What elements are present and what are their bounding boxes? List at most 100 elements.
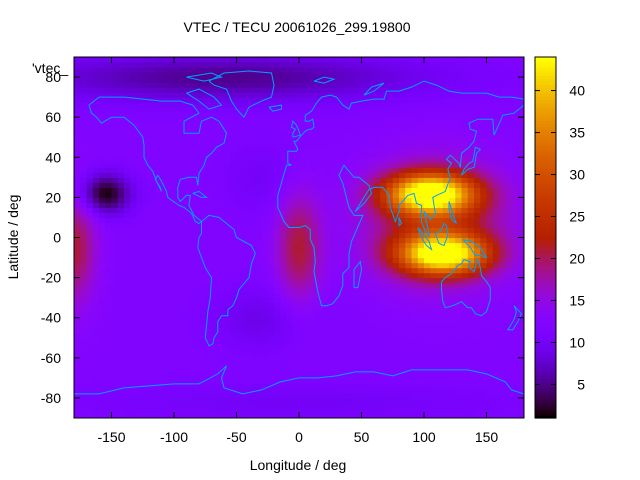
heatmap-cell: [411, 337, 419, 344]
heatmap-cell: [155, 397, 163, 404]
heatmap-cell: [199, 262, 206, 269]
heatmap-cell: [324, 147, 331, 153]
heatmap-cell: [130, 97, 138, 103]
heatmap-cell: [342, 277, 350, 284]
heatmap-cell: [442, 337, 450, 344]
heatmap-cell: [492, 322, 500, 329]
heatmap-cell: [99, 92, 106, 98]
heatmap-cell: [117, 317, 125, 324]
heatmap-cell: [330, 127, 338, 133]
heatmap-cell: [392, 282, 400, 289]
heatmap-cell: [299, 82, 306, 88]
heatmap-cell: [330, 262, 338, 269]
heatmap-cell: [117, 392, 125, 399]
heatmap-cell: [311, 357, 319, 364]
heatmap-cell: [274, 317, 281, 324]
heatmap-cell: [80, 67, 88, 73]
heatmap-cell: [199, 252, 206, 259]
heatmap-cell: [517, 242, 524, 249]
heatmap-cell: [130, 322, 138, 329]
heatmap-cell: [242, 167, 250, 173]
heatmap-cell: [224, 152, 231, 158]
heatmap-cell: [480, 182, 488, 188]
heatmap-cell: [274, 347, 281, 354]
heatmap-cell: [267, 187, 275, 193]
heatmap-cell: [261, 207, 269, 214]
heatmap-cell: [111, 162, 119, 168]
heatmap-cell: [142, 302, 150, 309]
heatmap-cell: [217, 137, 225, 143]
heatmap-cell: [499, 87, 506, 93]
heatmap-cell: [142, 257, 150, 264]
heatmap-cell: [280, 132, 288, 138]
vtec-heatmap: [74, 57, 524, 418]
heatmap-cell: [449, 287, 456, 294]
heatmap-cell: [342, 152, 350, 158]
heatmap-cell: [349, 332, 356, 339]
heatmap-cell: [467, 137, 475, 143]
heatmap-cell: [242, 312, 250, 319]
heatmap-cell: [255, 337, 263, 344]
heatmap-cell: [305, 102, 313, 108]
heatmap-cell: [255, 287, 263, 294]
heatmap-cell: [267, 357, 275, 364]
heatmap-cell: [186, 237, 194, 244]
heatmap-cell: [311, 317, 319, 324]
heatmap-cell: [411, 262, 419, 269]
heatmap-cell: [336, 407, 344, 414]
heatmap-cell: [492, 72, 500, 78]
heatmap-cell: [474, 362, 481, 369]
heatmap-cell: [424, 387, 431, 394]
heatmap-cell: [436, 232, 444, 239]
heatmap-cell: [380, 97, 388, 103]
heatmap-cell: [499, 407, 506, 414]
heatmap-cell: [80, 292, 88, 299]
heatmap-cell: [161, 277, 169, 284]
heatmap-cell: [105, 357, 113, 364]
heatmap-cell: [124, 192, 131, 198]
heatmap-cell: [92, 72, 100, 78]
heatmap-cell: [286, 177, 294, 183]
heatmap-cell: [280, 87, 288, 93]
heatmap-cell: [217, 162, 225, 168]
heatmap-cell: [211, 352, 219, 359]
heatmap-cell: [186, 87, 194, 93]
heatmap-cell: [449, 162, 456, 168]
heatmap-cell: [274, 277, 281, 284]
heatmap-cell: [455, 207, 463, 214]
heatmap-cell: [467, 237, 475, 244]
heatmap-cell: [361, 232, 369, 239]
heatmap-cell: [386, 217, 394, 224]
heatmap-cell: [399, 237, 406, 244]
heatmap-cell: [255, 162, 263, 168]
heatmap-cell: [292, 282, 300, 289]
heatmap-cell: [249, 152, 256, 158]
heatmap-cell: [355, 147, 363, 153]
heatmap-cell: [217, 382, 225, 389]
heatmap-cell: [461, 97, 469, 103]
heatmap-cell: [149, 92, 156, 98]
heatmap-cell: [392, 157, 400, 163]
heatmap-cell: [336, 187, 344, 193]
heatmap-cell: [99, 277, 106, 284]
heatmap-cell: [99, 192, 106, 198]
heatmap-cell: [267, 272, 275, 279]
heatmap-cell: [417, 117, 425, 123]
heatmap-cell: [411, 372, 419, 379]
heatmap-cell: [430, 287, 438, 294]
heatmap-cell: [511, 292, 519, 299]
heatmap-cell: [155, 292, 163, 299]
heatmap-cell: [80, 142, 88, 148]
heatmap-cell: [111, 307, 119, 314]
heatmap-cell: [292, 252, 300, 259]
heatmap-cell: [399, 317, 406, 324]
heatmap-cell: [167, 292, 175, 299]
heatmap-cell: [167, 212, 175, 219]
heatmap-cell: [367, 302, 375, 309]
heatmap-cell: [349, 102, 356, 108]
heatmap-cell: [342, 82, 350, 88]
heatmap-cell: [105, 332, 113, 339]
heatmap-cell: [136, 82, 144, 88]
heatmap-cell: [317, 292, 325, 299]
heatmap-cell: [461, 207, 469, 214]
